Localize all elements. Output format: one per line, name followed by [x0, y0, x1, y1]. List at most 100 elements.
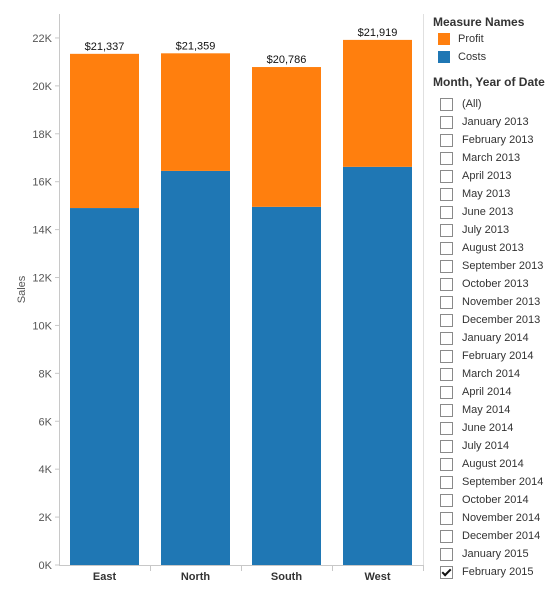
legend-item-profit[interactable]: Profit [438, 30, 557, 48]
filter-item[interactable]: May 2014 [440, 401, 557, 419]
bar-profit-west[interactable] [343, 39, 412, 167]
checkbox-icon[interactable] [440, 331, 453, 345]
checkbox-icon[interactable] [440, 547, 453, 561]
y-tick-label: 20K [32, 81, 52, 93]
filter-item-label: December 2014 [462, 530, 541, 542]
filter-item-label: August 2014 [462, 458, 524, 470]
checkbox-icon[interactable] [440, 475, 453, 489]
filter-item[interactable]: March 2013 [440, 149, 557, 167]
filter-item[interactable]: December 2014 [440, 527, 557, 545]
legend-swatch [438, 51, 450, 63]
checked-checkbox-icon[interactable] [440, 565, 453, 579]
legend-label: Profit [458, 33, 484, 45]
filter-item[interactable]: December 2013 [440, 311, 557, 329]
legend-item-costs[interactable]: Costs [438, 48, 557, 66]
x-tick-label: South [271, 571, 302, 583]
checkbox-icon[interactable] [440, 313, 453, 327]
y-tick-label: 14K [32, 225, 52, 237]
y-tick-label: 4K [39, 464, 53, 476]
checkbox-icon[interactable] [440, 511, 453, 525]
filter-item[interactable]: March 2014 [440, 365, 557, 383]
filter-item-label: December 2013 [462, 314, 541, 326]
checkbox-icon[interactable] [440, 133, 453, 147]
filter-item[interactable]: September 2014 [440, 473, 557, 491]
filter-item-label: September 2013 [462, 260, 544, 272]
checkbox-icon[interactable] [440, 421, 453, 435]
x-tick-label: North [181, 571, 211, 583]
filter-item[interactable]: September 2013 [440, 257, 557, 275]
checkbox-icon[interactable] [440, 367, 453, 381]
filter-item[interactable]: November 2014 [440, 509, 557, 527]
checkbox-icon[interactable] [440, 529, 453, 543]
filter-item[interactable]: January 2015 [440, 545, 557, 563]
filter-item-label: September 2014 [462, 476, 544, 488]
y-axis-title: Sales [16, 275, 28, 303]
bar-total-label: $21,359 [176, 40, 216, 52]
filter-item[interactable]: (All) [440, 95, 557, 113]
checkbox-icon[interactable] [440, 169, 453, 183]
bar-costs-north[interactable] [161, 170, 230, 565]
y-tick-label: 22K [32, 33, 52, 45]
filter-item[interactable]: November 2013 [440, 293, 557, 311]
y-tick-label: 8K [39, 368, 53, 380]
filter-item[interactable]: June 2014 [440, 419, 557, 437]
filter-item[interactable]: July 2013 [440, 221, 557, 239]
checkbox-icon[interactable] [440, 205, 453, 219]
filter-item-label: June 2014 [462, 422, 514, 434]
x-axis: East North South West [59, 565, 424, 583]
filter-item[interactable]: May 2013 [440, 185, 557, 203]
filter-item-label: July 2013 [462, 224, 510, 236]
filter-item[interactable]: October 2014 [440, 491, 557, 509]
checkbox-icon[interactable] [440, 241, 453, 255]
checkbox-icon[interactable] [440, 97, 453, 111]
checkbox-icon[interactable] [440, 259, 453, 273]
filter-item-label: February 2014 [462, 350, 534, 362]
filter-item[interactable]: January 2013 [440, 113, 557, 131]
filter-item[interactable]: August 2014 [440, 455, 557, 473]
checkbox-icon[interactable] [440, 385, 453, 399]
filter-item-label: January 2015 [462, 548, 529, 560]
filter-item-label: February 2013 [462, 134, 534, 146]
filter-item-label: November 2014 [462, 512, 541, 524]
bar-total-label: $21,919 [358, 27, 398, 39]
bar-costs-south[interactable] [252, 206, 321, 565]
filter-item-label: October 2014 [462, 494, 529, 506]
checkbox-icon[interactable] [440, 457, 453, 471]
filter-item[interactable]: February 2013 [440, 131, 557, 149]
filter-item-label: August 2013 [462, 242, 524, 254]
x-tick-label: East [93, 571, 117, 583]
bar-costs-west[interactable] [343, 166, 412, 566]
month-year-filter: (All) January 2013 February 2013 March 2013… [433, 95, 557, 581]
checkbox-icon[interactable] [440, 493, 453, 507]
filter-item[interactable]: April 2013 [440, 167, 557, 185]
x-tick-label: West [364, 571, 390, 583]
filter-item[interactable]: August 2013 [440, 239, 557, 257]
checkbox-icon[interactable] [440, 439, 453, 453]
checkbox-icon[interactable] [440, 295, 453, 309]
checkbox-icon[interactable] [440, 277, 453, 291]
filter-item[interactable]: January 2014 [440, 329, 557, 347]
filter-item[interactable]: February 2014 [440, 347, 557, 365]
y-tick-label: 0K [39, 560, 53, 572]
filter-item-label: (All) [462, 98, 482, 110]
filter-item[interactable]: October 2013 [440, 275, 557, 293]
filter-item[interactable]: April 2014 [440, 383, 557, 401]
bar-profit-east[interactable] [70, 53, 139, 209]
checkbox-icon[interactable] [440, 223, 453, 237]
y-tick-label: 12K [32, 273, 52, 285]
checkbox-icon[interactable] [440, 349, 453, 363]
checkbox-icon[interactable] [440, 403, 453, 417]
bar-profit-south[interactable] [252, 67, 321, 207]
filter-item[interactable]: June 2013 [440, 203, 557, 221]
checkbox-icon[interactable] [440, 151, 453, 165]
y-tick-label: 6K [39, 416, 53, 428]
filter-item-label: April 2013 [462, 170, 512, 182]
filter-item[interactable]: February 2015 [440, 563, 557, 581]
bar-costs-east[interactable] [70, 208, 139, 565]
checkbox-icon[interactable] [440, 187, 453, 201]
filter-item[interactable]: July 2014 [440, 437, 557, 455]
checkbox-icon[interactable] [440, 115, 453, 129]
bar-profit-north[interactable] [161, 53, 230, 171]
legend-label: Costs [458, 51, 487, 63]
y-tick-label: 18K [32, 129, 52, 141]
